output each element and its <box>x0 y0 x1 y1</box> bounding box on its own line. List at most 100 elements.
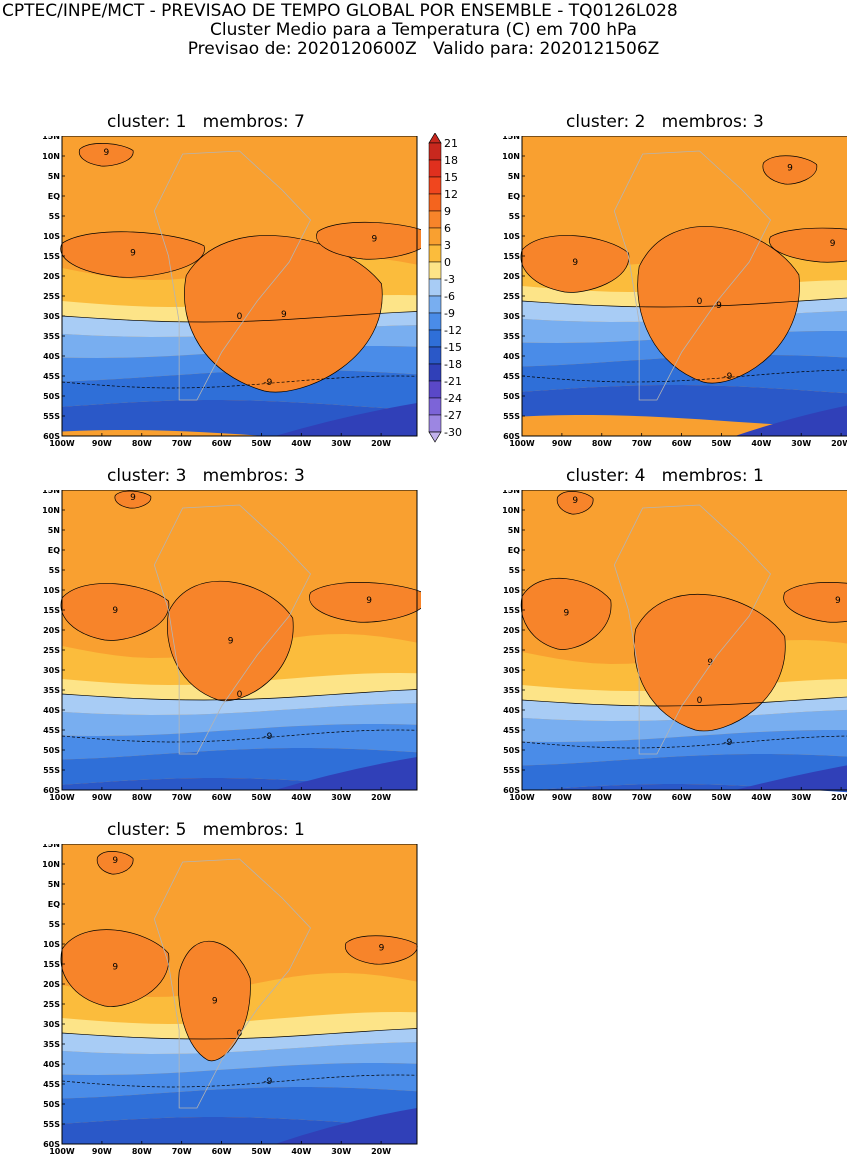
lat-tick-label: 25S <box>503 292 520 301</box>
temp-minus18-region <box>275 403 417 436</box>
lat-tick-label: 25S <box>43 646 60 655</box>
lat-tick-label: 60S <box>43 432 60 441</box>
lon-tick-label: 20W <box>831 439 847 448</box>
lon-tick-label: 100W <box>509 793 535 802</box>
lon-tick-label: 80W <box>592 439 612 448</box>
warm-9-contour <box>78 143 134 167</box>
panel-title-2: cluster: 2 membros: 3 <box>566 112 764 132</box>
lat-tick-label: 60S <box>43 786 60 795</box>
colorbar-swatch <box>428 176 442 195</box>
lat-tick-label: 15S <box>43 252 60 261</box>
figure-subtitle: Cluster Medio para a Temperatura (C) em … <box>210 20 637 40</box>
warm-9-contour <box>637 226 800 384</box>
lon-tick-label: 80W <box>132 439 152 448</box>
continent-outline <box>153 858 311 1109</box>
contour-label-0: 0 <box>697 696 703 706</box>
temp--6-band <box>62 703 417 736</box>
lon-tick-label: 100W <box>509 439 535 448</box>
lon-tick-label: 50W <box>251 1147 271 1156</box>
contour-label-9: 9 <box>830 239 836 249</box>
lat-tick-label: 15N <box>502 136 520 141</box>
lat-tick-label: 50S <box>503 746 520 755</box>
colorbar-swatch <box>428 227 442 246</box>
contour-label-9: 9 <box>707 658 713 668</box>
lat-tick-label: 10S <box>43 586 60 595</box>
temp--9-band <box>522 730 847 766</box>
minus9-contour <box>521 735 847 749</box>
continent-outline <box>613 150 771 401</box>
colorbar-tick-label: -12 <box>444 324 462 337</box>
zero-contour <box>521 696 847 707</box>
contour-label-9: 9 <box>112 963 118 973</box>
lat-tick-label: 20S <box>43 626 60 635</box>
figure-dates: Previsao de: 2020120600Z Valido para: 20… <box>187 39 660 59</box>
lat-tick-label: EQ <box>508 192 520 201</box>
lat-tick-label: 10N <box>42 152 60 161</box>
lat-tick-label: 5N <box>508 526 520 535</box>
map-frame <box>61 490 418 791</box>
zero-contour <box>61 1028 418 1040</box>
lat-tick-label: 50S <box>503 392 520 401</box>
lat-tick-label: 30S <box>43 666 60 675</box>
temp--12-band <box>62 1087 417 1127</box>
lat-tick-label: 35S <box>503 332 520 341</box>
warm-9-contour <box>520 235 629 293</box>
temp--15-band <box>522 385 847 427</box>
warm-9-contour <box>60 583 169 641</box>
lat-tick-label: 5S <box>509 566 521 575</box>
lat-tick-label: 15S <box>43 606 60 615</box>
temp--15-band <box>522 784 847 793</box>
map-panel-cluster-1: 9 9 9 9 0 -9 15N 10N 5N EQ 5S 10S 15S 20S 25S 30S 35S 40S… <box>30 136 421 452</box>
contour-label-9: 9 <box>281 310 287 320</box>
colorbar-swatch <box>428 346 442 365</box>
temp--12-band <box>62 370 417 410</box>
lat-tick-label: 40S <box>43 706 60 715</box>
map-panel-cluster-4: 9 9 9 9 0 -9 15N 10N 5N EQ 5S 10S 15S 20S 25S 30S 35S 40S… <box>490 490 847 806</box>
warm-9-contour <box>556 491 594 515</box>
contour-label-9: 9 <box>228 636 234 646</box>
colorbar-tick-label: 15 <box>444 171 458 184</box>
colorbar-tick-label: -3 <box>444 273 455 286</box>
zero-contour <box>61 311 418 323</box>
colorbar-swatch <box>428 397 442 416</box>
warm-9-contour <box>520 577 612 650</box>
colorbar-swatch <box>428 278 442 297</box>
lon-tick-label: 50W <box>251 793 271 802</box>
lon-tick-label: 100W <box>49 1147 75 1156</box>
lon-tick-label: 20W <box>371 1147 391 1156</box>
lat-tick-label: 5S <box>49 566 61 575</box>
colorbar-tick-label: -15 <box>444 341 462 354</box>
minus9-contour <box>61 729 418 743</box>
temp-minus18-region <box>735 765 847 790</box>
lon-tick-label: 70W <box>172 793 192 802</box>
lon-tick-label: 90W <box>92 793 112 802</box>
temp-minus18-region <box>735 405 847 436</box>
lat-tick-label: 35S <box>43 1040 60 1049</box>
lat-tick-label: 40S <box>503 352 520 361</box>
temp--12-band <box>522 754 847 790</box>
panel-title-4: cluster: 4 membros: 1 <box>566 466 764 486</box>
contour-label-9: 9 <box>104 148 110 158</box>
lon-tick-label: 40W <box>751 439 771 448</box>
colorbar-swatch <box>428 295 442 314</box>
lat-tick-label: 50S <box>43 392 60 401</box>
lon-tick-label: 40W <box>291 793 311 802</box>
temp--3-band <box>62 1028 417 1054</box>
lon-tick-label: 100W <box>49 439 75 448</box>
lon-tick-label: 80W <box>592 793 612 802</box>
contour-label-0: 0 <box>697 297 703 307</box>
colorbar-swatch <box>428 312 442 331</box>
minus9-contour <box>521 369 847 383</box>
contour-label-9: 9 <box>130 493 136 503</box>
lat-tick-label: 25S <box>503 646 520 655</box>
lat-tick-label: 40S <box>43 352 60 361</box>
lat-tick-label: 45S <box>43 726 60 735</box>
lat-tick-label: 45S <box>503 726 520 735</box>
lon-tick-label: 40W <box>291 439 311 448</box>
lat-tick-label: EQ <box>48 546 60 555</box>
lat-tick-label: 10S <box>43 940 60 949</box>
lat-tick-label: 55S <box>503 412 520 421</box>
contour-label-9: 9 <box>835 596 841 606</box>
lon-tick-label: 70W <box>632 793 652 802</box>
continent-outline <box>153 504 311 755</box>
